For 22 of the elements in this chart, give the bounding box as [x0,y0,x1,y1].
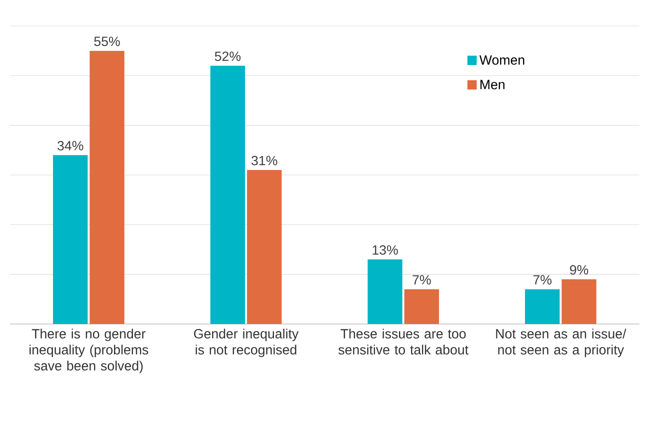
x-tick-label: There is no gender inequality (problems save been solved) [30,328,148,374]
data-label: 55% [94,36,120,46]
bar [368,259,402,324]
data-label: 9% [570,265,588,275]
data-label: 31% [251,156,278,166]
x-tick-label: These issues are too sensitive to talk about [338,328,468,354]
data-label: 52% [214,52,241,62]
legend-label: Women [479,55,524,65]
bar [247,170,282,324]
bar [210,66,246,324]
bar [562,279,596,324]
bar [90,50,124,324]
x-tick-label: Not seen as an issue/ not seen as a priority [496,328,626,358]
bar [53,155,88,324]
data-label: 13% [372,245,398,255]
x-tick-label: Gender inequality is not recognised [194,328,299,358]
bar [404,289,439,324]
bar [524,289,560,324]
data-label: 7% [412,275,431,285]
legend-label: Men [480,80,504,90]
data-label: 7% [533,275,552,285]
data-label: 34% [58,140,84,150]
